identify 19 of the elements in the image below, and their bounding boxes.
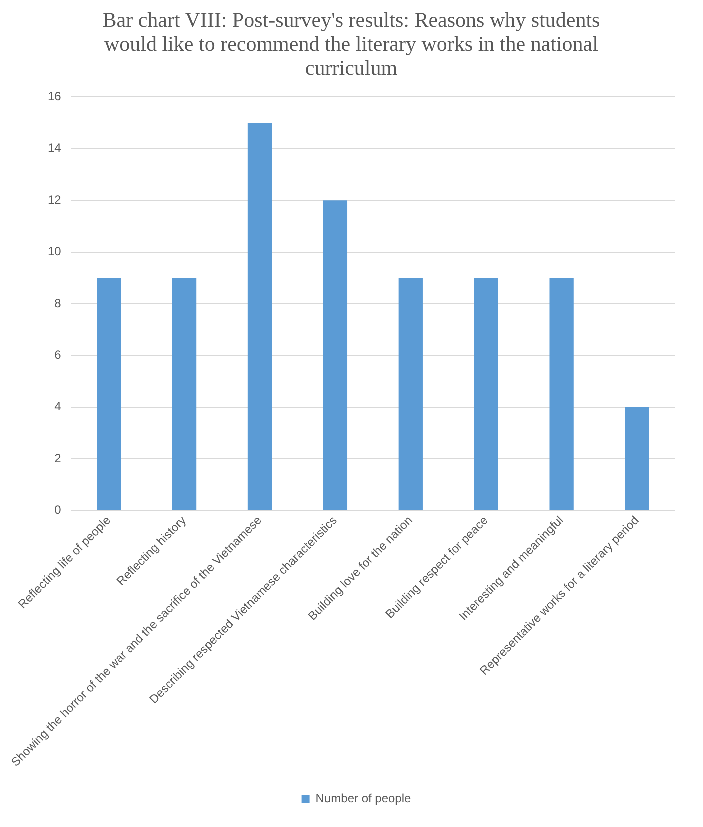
bar [398, 278, 423, 510]
bar [323, 200, 348, 510]
y-tick-label: 4 [54, 400, 62, 414]
bar [248, 123, 272, 510]
y-tick-label: 10 [48, 244, 62, 259]
y-tick-label: 14 [48, 141, 62, 156]
y-tick-label: 12 [48, 192, 62, 207]
y-tick-label: 6 [54, 348, 62, 362]
chart-title: Bar chart VIII: Post-survey's results: Reasons why students would like to recommend the literary works in the national curriculum [102, 8, 602, 80]
legend-label: Number of people [316, 791, 412, 806]
y-tick-label: 8 [54, 296, 62, 310]
bar [172, 278, 197, 510]
y-tick-label: 16 [48, 90, 62, 104]
bar [474, 278, 498, 510]
y-tick-label: 0 [54, 503, 62, 518]
bar [550, 278, 574, 510]
y-tick-label: 2 [54, 451, 62, 466]
bar [625, 407, 650, 510]
bar [97, 278, 122, 510]
